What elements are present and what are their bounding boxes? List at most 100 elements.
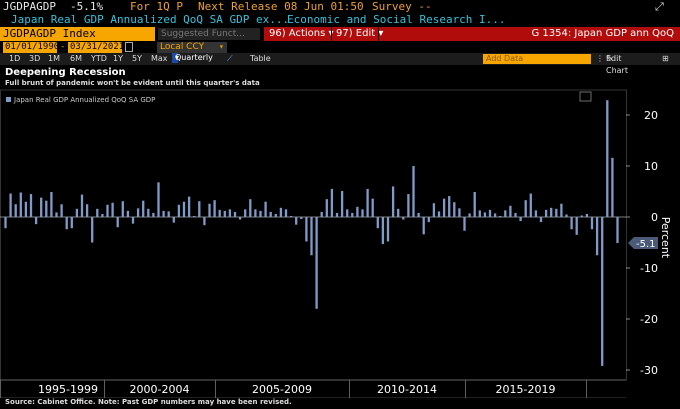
gdp-bar [50, 192, 53, 217]
gdp-bar [106, 204, 109, 217]
legend-label: Japan Real GDP Annualized QoQ SA GDP [13, 96, 155, 104]
legend-toggle-icon [579, 91, 592, 102]
gdp-bar [340, 190, 344, 217]
y-tick-label: 0 [651, 211, 658, 224]
gdp-bar [371, 198, 374, 217]
frequency-select[interactable]: Quarterly ▾ [172, 53, 213, 63]
gdp-bar [70, 217, 73, 229]
gdp-bar [182, 201, 186, 217]
period-3d[interactable]: 3D [29, 54, 41, 63]
calendar-icon[interactable] [125, 42, 133, 52]
gdp-bar [34, 217, 38, 225]
x-period-label: 2005-2009 [252, 383, 312, 396]
add-data-input[interactable]: Add Data [483, 54, 591, 64]
gdp-bar [315, 217, 318, 309]
gdp-bar [305, 217, 308, 242]
period-1d[interactable]: 1D [9, 54, 21, 63]
description-link[interactable]: Japan Real GDP Annualized QoQ SA GDP ex.… [11, 13, 290, 26]
currency-select[interactable]: Local CCY [157, 42, 227, 53]
gdp-bar [162, 210, 165, 217]
gdp-bar [468, 213, 471, 217]
gdp-bar [244, 209, 247, 217]
date-range-bar: 01/01/1990 - 03/31/2021 Local CCY ▾ [0, 41, 680, 53]
gdp-bar [203, 217, 206, 226]
gdp-bar [310, 217, 313, 256]
gdp-bar [142, 200, 145, 217]
period-5y[interactable]: 5Y [132, 54, 142, 63]
gdp-bar [218, 209, 221, 217]
gdp-bar [24, 201, 28, 217]
last-value-tag-label: -5.1 [636, 239, 656, 250]
security-header: JGDPAGDP -5.1% For 1Q P Next Release 08 … [0, 0, 680, 13]
end-date-input[interactable]: 03/31/2021 [68, 42, 125, 53]
y-axis-label: Percent [659, 217, 672, 259]
gdp-bar [417, 212, 420, 217]
period-ytd[interactable]: YTD [91, 54, 107, 63]
gdp-bar [397, 208, 400, 217]
gdp-bar [111, 202, 114, 217]
gdp-bar [65, 217, 68, 230]
gdp-bar [238, 217, 242, 220]
gdp-bar [131, 217, 135, 224]
gdp-bar [442, 198, 446, 217]
source-link[interactable]: Economic and Social Research I... [287, 13, 506, 26]
gdp-bar [330, 188, 334, 217]
expand-icon[interactable]: ⤢ [655, 0, 664, 13]
gdp-bar [254, 209, 257, 217]
gdp-bar [448, 196, 451, 217]
gdp-bar [453, 202, 456, 217]
chevron-down-icon: ▾ [219, 42, 224, 51]
settings-icon[interactable]: ⋮ [596, 54, 604, 63]
graph-title[interactable]: G 1354: Japan GDP ann QoQ [531, 28, 675, 39]
gdp-bar [223, 210, 226, 217]
gdp-bar [152, 212, 155, 217]
gdp-bar [228, 209, 232, 217]
gdp-bar [279, 207, 283, 217]
gdp-bar [9, 193, 12, 217]
ticker-label[interactable]: JGDPAGDP [3, 0, 56, 13]
survey-label: Survey -- [372, 0, 432, 13]
period-1m[interactable]: 1M [48, 54, 60, 63]
gdp-bar [463, 217, 466, 231]
plot-frame [0, 89, 627, 381]
y-tick-label: -30 [640, 364, 658, 377]
gdp-bar [386, 217, 390, 242]
period-max[interactable]: Max [151, 54, 168, 63]
gdp-bar [320, 211, 323, 217]
gdp-bar [391, 186, 395, 217]
edit-chart-label: Edit Chart [606, 54, 628, 75]
gdp-bar [14, 204, 17, 217]
edit-menu[interactable]: 97) Edit ▾ [336, 27, 383, 41]
gdp-bar [570, 217, 573, 230]
chevron-down-icon: ▾ [175, 53, 180, 62]
actions-menu[interactable]: 96) Actions ▾ [269, 27, 334, 41]
x-period-label: 1995-1999 [38, 383, 98, 396]
y-tick-label: 20 [644, 109, 658, 122]
table-button[interactable]: Table [250, 54, 271, 63]
start-date-input[interactable]: 01/01/1990 [3, 42, 60, 53]
gdp-bar [259, 210, 262, 217]
period-1y[interactable]: 1Y [113, 54, 123, 63]
gdp-bar [289, 215, 293, 217]
period-6m[interactable]: 6M [70, 54, 82, 63]
suggested-functions-field[interactable]: Suggested Funct... [158, 28, 260, 40]
line-chart-icon[interactable]: ⟋ [227, 54, 233, 63]
gdp-bar [606, 100, 609, 217]
chart-title: Deepening Recession [5, 67, 126, 78]
gdp-bar [213, 200, 216, 217]
last-value: -5.1% [70, 0, 104, 13]
gdp-bar [55, 212, 58, 217]
chart-options-icon[interactable]: ⊞ [662, 54, 669, 63]
gdp-bar [85, 204, 89, 217]
gdp-bar [193, 215, 196, 217]
security-input[interactable]: JGDPAGDP Index [0, 27, 155, 41]
gdp-bar [611, 157, 614, 217]
gdp-bar [473, 192, 476, 217]
menu-divider [378, 27, 379, 41]
source-footnote: Source: Cabinet Office. Note: Past GDP n… [5, 398, 292, 406]
gdp-bar [284, 209, 288, 217]
gdp-bar [172, 217, 175, 223]
gdp-bar [96, 208, 99, 217]
gdp-bar [575, 217, 578, 235]
gdp-bar [565, 214, 568, 217]
